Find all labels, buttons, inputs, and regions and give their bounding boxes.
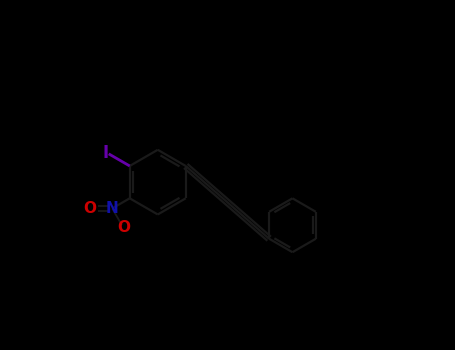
Text: I: I [102,144,109,162]
Text: O: O [117,220,130,235]
Text: N: N [106,201,119,216]
Text: O: O [84,201,96,216]
